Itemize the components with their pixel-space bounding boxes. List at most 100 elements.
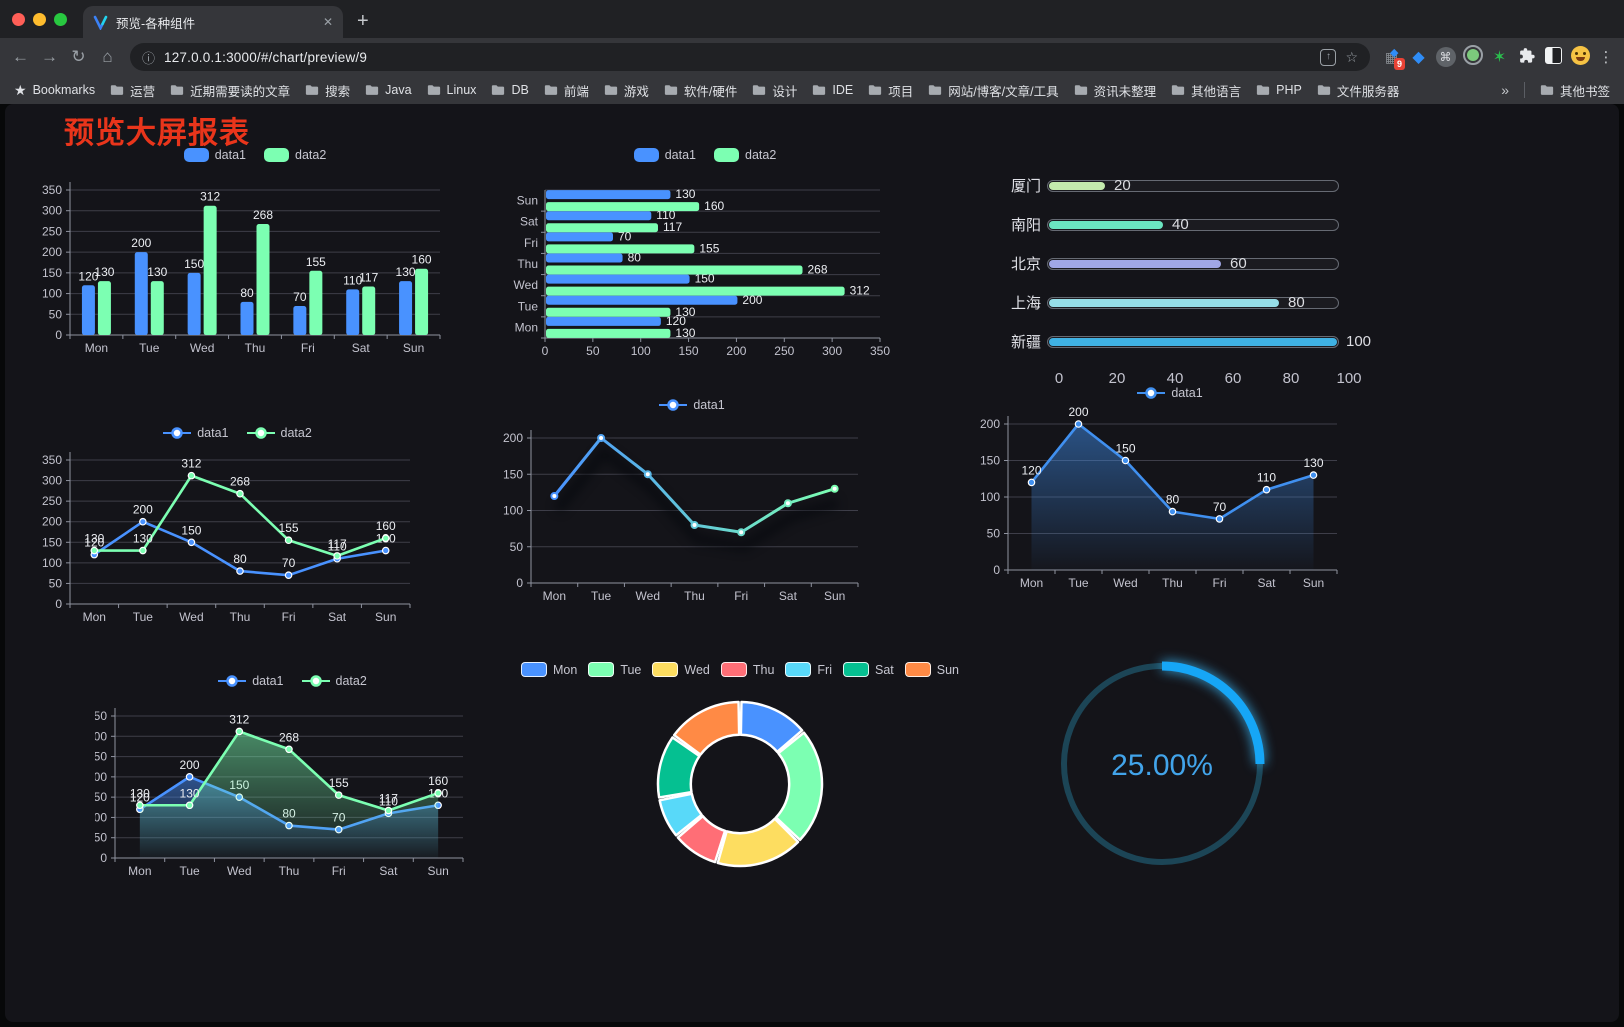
- svg-text:50: 50: [510, 540, 524, 554]
- svg-text:Sat: Sat: [1257, 576, 1276, 590]
- bookmark-star-icon[interactable]: ☆: [1345, 48, 1358, 65]
- extension-contrast-icon[interactable]: [1540, 46, 1567, 68]
- progress-fill: [1049, 220, 1163, 229]
- svg-text:50: 50: [49, 576, 63, 590]
- legend-line-icon: [659, 399, 688, 411]
- tab-close-icon[interactable]: ✕: [322, 15, 333, 29]
- svg-text:150: 150: [181, 523, 201, 537]
- svg-text:110: 110: [656, 208, 675, 222]
- share-icon[interactable]: ↑: [1320, 48, 1337, 66]
- browser-menu-icon[interactable]: ⋮: [1598, 49, 1614, 66]
- extension-record-icon[interactable]: [1459, 45, 1486, 69]
- bookmark-folder-item[interactable]: 近期需要读的文章: [170, 81, 290, 100]
- legend-swatch: [183, 148, 209, 162]
- bookmark-folder-item[interactable]: DB: [491, 81, 529, 100]
- new-tab-button[interactable]: +: [357, 9, 369, 32]
- minimize-window-button[interactable]: [33, 12, 46, 26]
- extension-grid-icon[interactable]: ▦ ◆ 9: [1378, 47, 1405, 70]
- svg-text:0: 0: [542, 344, 549, 358]
- other-bookmarks-folder[interactable]: 其他书签: [1540, 81, 1610, 100]
- progress-row-label: 上海: [1011, 295, 1042, 312]
- extensions-puzzle-icon[interactable]: [1513, 47, 1540, 68]
- legend-label: Wed: [684, 662, 710, 677]
- tab-title: 预览-各种组件: [116, 16, 196, 31]
- bookmark-folder-item[interactable]: 运营: [110, 81, 155, 100]
- svg-text:0: 0: [993, 563, 1000, 577]
- legend-item[interactable]: data2: [264, 148, 326, 162]
- chart-line-two-series: data1 data2 0 50 100 150 200 250 300 350 Mon Tue Wed…: [40, 424, 435, 639]
- legend-swatch: [264, 148, 289, 162]
- bookmark-folder-item[interactable]: 游戏: [604, 81, 649, 100]
- bookmark-folder-item[interactable]: 设计: [752, 81, 797, 100]
- legend-item[interactable]: Tue: [588, 662, 641, 677]
- address-bar[interactable]: ⓘ 127.0.0.1:3000/#/chart/preview/9 ↑ ☆: [130, 43, 1370, 71]
- legend-label: data1: [693, 398, 725, 412]
- reload-icon[interactable]: ↻: [71, 47, 86, 66]
- extension-diamond-icon[interactable]: ◆: [1412, 49, 1425, 66]
- extension-star-icon[interactable]: ✶: [1492, 49, 1507, 66]
- legend-item[interactable]: data1: [163, 426, 229, 440]
- svg-text:Fri: Fri: [524, 236, 538, 250]
- svg-text:150: 150: [95, 790, 107, 804]
- url-text[interactable]: 127.0.0.1:3000/#/chart/preview/9: [164, 49, 368, 65]
- legend-swatch: [843, 662, 869, 677]
- progress-track: 80: [1047, 293, 1339, 311]
- legend-item[interactable]: data2: [246, 426, 312, 440]
- svg-text:Fri: Fri: [1213, 576, 1227, 590]
- svg-text:200: 200: [742, 293, 762, 307]
- bookmark-folder-item[interactable]: 文件服务器: [1317, 81, 1399, 100]
- bookmarks-manager-item[interactable]: ★ Bookmarks: [14, 81, 96, 98]
- svg-text:120: 120: [666, 314, 686, 328]
- progress-row-label: 厦门: [1011, 178, 1042, 195]
- legend-item[interactable]: data1: [183, 148, 246, 162]
- bookmark-folder-item[interactable]: 前端: [544, 81, 589, 100]
- svg-text:300: 300: [822, 344, 842, 358]
- svg-text:120: 120: [1021, 463, 1041, 477]
- bookmark-folder-item[interactable]: Linux: [427, 81, 476, 100]
- forward-icon[interactable]: →: [41, 47, 58, 66]
- legend-item[interactable]: data1: [218, 674, 284, 688]
- bookmark-folder-item[interactable]: 资讯未整理: [1074, 81, 1156, 100]
- profile-avatar[interactable]: [1567, 45, 1594, 69]
- svg-text:130: 130: [133, 532, 153, 546]
- home-icon[interactable]: ⌂: [102, 47, 113, 66]
- svg-text:Sun: Sun: [403, 341, 424, 355]
- svg-text:Tue: Tue: [139, 341, 160, 355]
- legend-item[interactable]: Fri: [785, 662, 832, 677]
- bookmark-folder-item[interactable]: 软件/硬件: [664, 81, 737, 100]
- extension-command-icon[interactable]: ⌘: [1432, 47, 1459, 67]
- site-favicon: [93, 15, 108, 30]
- legend-item[interactable]: data1: [633, 148, 696, 162]
- legend-item[interactable]: Thu: [720, 662, 774, 677]
- bookmark-folder-item[interactable]: 搜索: [305, 81, 350, 100]
- site-info-icon[interactable]: ⓘ: [142, 50, 156, 66]
- svg-text:130: 130: [180, 786, 200, 800]
- legend-item[interactable]: data1: [1137, 386, 1203, 400]
- bookmark-folder-item[interactable]: PHP: [1256, 81, 1302, 100]
- legend-item[interactable]: data1: [659, 398, 725, 412]
- bookmark-folder-item[interactable]: 其他语言: [1171, 81, 1241, 100]
- maximize-window-button[interactable]: [54, 12, 67, 26]
- legend-item[interactable]: Mon: [520, 662, 577, 677]
- bookmark-folder-item[interactable]: 网站/博客/文章/工具: [928, 81, 1059, 100]
- legend-item[interactable]: data2: [714, 148, 776, 162]
- legend-item[interactable]: Sat: [843, 662, 894, 677]
- svg-text:120: 120: [78, 269, 98, 283]
- legend-item[interactable]: Sun: [904, 662, 959, 677]
- legend-swatch: [588, 662, 615, 677]
- bookmark-folder-item[interactable]: IDE: [812, 81, 853, 100]
- svg-text:Sun: Sun: [824, 589, 845, 603]
- folder-icon: [110, 85, 124, 95]
- progress-value: 80: [1288, 293, 1305, 311]
- back-icon[interactable]: ←: [12, 47, 29, 66]
- bookmark-folder-item[interactable]: Java: [365, 81, 412, 100]
- close-window-button[interactable]: [12, 12, 25, 26]
- legend-item[interactable]: data2: [301, 674, 367, 688]
- bookmark-folder-item[interactable]: 项目: [868, 81, 913, 100]
- bookmarks-overflow-icon[interactable]: »: [1501, 82, 1509, 98]
- legend-swatch: [652, 662, 679, 677]
- folder-icon: [1317, 85, 1330, 95]
- browser-tab[interactable]: 预览-各种组件 ✕: [83, 6, 343, 38]
- svg-text:100: 100: [42, 287, 62, 301]
- legend-item[interactable]: Wed: [652, 662, 710, 677]
